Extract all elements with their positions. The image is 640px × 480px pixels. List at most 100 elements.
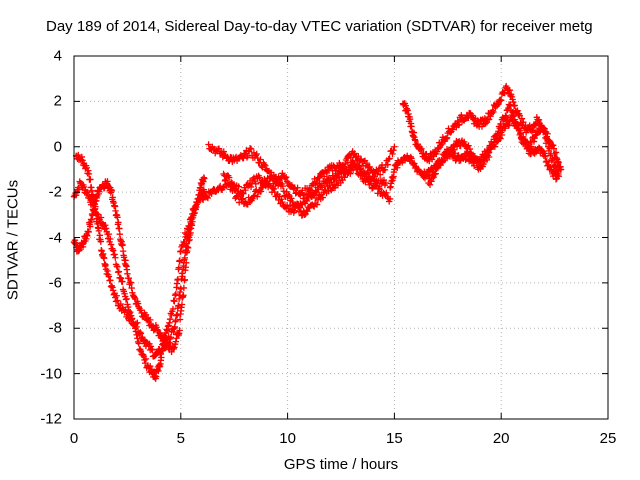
data-point	[418, 145, 425, 152]
data-point	[482, 120, 489, 127]
data-point	[203, 193, 211, 201]
data-point	[364, 168, 372, 176]
data-point	[174, 311, 181, 318]
data-point	[116, 225, 123, 232]
data-point	[171, 344, 178, 351]
data-point	[166, 315, 174, 323]
data-point	[171, 323, 179, 331]
data-point	[428, 178, 435, 185]
data-point	[468, 112, 475, 120]
data-point	[179, 273, 186, 280]
data-point	[451, 150, 459, 157]
data-point	[177, 285, 185, 293]
data-point	[114, 263, 121, 271]
data-point	[107, 241, 115, 248]
data-point	[183, 240, 190, 247]
data-point	[298, 212, 306, 219]
y-tick-label: 0	[53, 138, 62, 156]
data-point	[467, 149, 474, 156]
data-point	[319, 194, 326, 201]
data-point	[226, 174, 233, 181]
data-point	[443, 135, 450, 143]
data-point	[164, 323, 172, 330]
data-point	[441, 156, 448, 164]
x-tick-label: 10	[279, 430, 296, 447]
y-tick-label: -4	[48, 229, 62, 246]
data-point	[172, 290, 180, 298]
data-point	[134, 319, 141, 326]
data-point	[238, 196, 246, 203]
data-point	[529, 126, 536, 134]
data-point	[363, 159, 371, 167]
data-point	[553, 175, 560, 182]
data-point	[114, 297, 121, 304]
data-point	[131, 294, 138, 301]
data-point	[90, 200, 98, 208]
data-point	[497, 135, 504, 142]
data-point	[171, 298, 178, 305]
data-point	[404, 107, 411, 114]
data-point	[455, 121, 463, 128]
data-point	[530, 138, 538, 145]
data-point	[124, 270, 131, 277]
data-point	[384, 161, 391, 168]
data-point	[279, 170, 286, 177]
data-point	[288, 195, 295, 202]
y-tick-label: 2	[53, 92, 62, 110]
data-point	[240, 190, 247, 197]
data-point	[411, 160, 418, 167]
data-point	[87, 176, 94, 183]
data-point	[112, 254, 119, 261]
data-point	[489, 107, 496, 114]
data-point	[188, 216, 195, 223]
data-point	[239, 189, 246, 197]
data-point	[109, 287, 117, 294]
data-point	[137, 307, 145, 314]
data-point	[315, 186, 322, 193]
data-point	[320, 173, 328, 180]
data-point	[389, 150, 396, 158]
data-point	[215, 145, 223, 152]
data-point	[470, 162, 478, 170]
data-point	[386, 195, 394, 203]
y-tick-label: -10	[40, 365, 62, 383]
data-point	[390, 147, 397, 154]
data-point	[114, 214, 121, 221]
data-point	[485, 153, 493, 161]
data-point	[127, 279, 135, 286]
data-point	[105, 273, 113, 280]
data-point	[546, 145, 553, 152]
data-point	[108, 187, 115, 195]
data-point	[253, 150, 260, 158]
data-point	[125, 274, 133, 282]
data-point	[240, 154, 247, 162]
data-point	[262, 162, 269, 169]
data-point	[520, 133, 527, 141]
data-point	[319, 184, 326, 191]
data-point	[432, 170, 439, 177]
data-point	[549, 156, 557, 164]
data-point	[80, 183, 88, 191]
data-point	[164, 327, 171, 334]
data-point	[269, 184, 277, 192]
data-point	[279, 198, 286, 206]
data-point	[428, 174, 436, 182]
data-point	[107, 277, 114, 284]
data-point	[113, 262, 120, 270]
data-point	[166, 319, 173, 327]
data-point	[107, 283, 115, 290]
data-point	[100, 255, 108, 262]
data-point	[201, 175, 208, 182]
data-point	[170, 297, 177, 304]
data-point	[532, 132, 539, 139]
x-tick-label: 20	[492, 430, 510, 447]
data-point	[250, 174, 258, 181]
data-point	[261, 161, 268, 168]
data-point	[285, 191, 292, 198]
data-point	[506, 86, 513, 94]
data-point	[115, 268, 123, 275]
data-point	[351, 150, 358, 157]
data-point	[552, 176, 560, 183]
data-point	[539, 124, 546, 132]
